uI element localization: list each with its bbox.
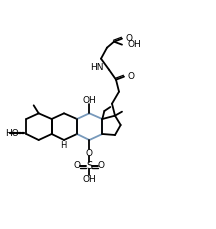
Text: OH: OH xyxy=(83,96,96,105)
Text: HN: HN xyxy=(91,63,104,72)
Text: O: O xyxy=(98,161,105,171)
Text: OH: OH xyxy=(83,174,96,183)
Text: H: H xyxy=(60,141,66,150)
Text: OH: OH xyxy=(128,40,142,49)
Text: O: O xyxy=(128,72,135,81)
Text: O: O xyxy=(86,148,93,158)
Text: HO: HO xyxy=(5,128,19,137)
Text: O: O xyxy=(126,34,133,43)
Text: S: S xyxy=(86,161,92,171)
Text: O: O xyxy=(74,161,81,171)
